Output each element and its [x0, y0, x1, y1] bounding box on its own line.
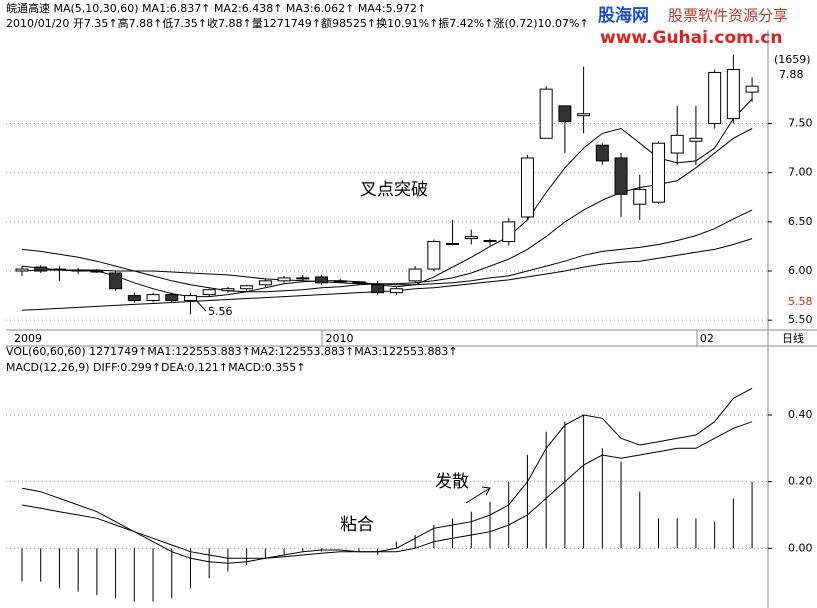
candle-body: [651, 142, 665, 203]
macd-line: [21, 387, 753, 564]
watermark-url: www.Guhai.com.cn: [600, 28, 783, 48]
y-tick-label: 7.00: [788, 166, 813, 179]
candle-body: [595, 144, 609, 162]
candle-body: [689, 137, 703, 142]
candle-body: [708, 71, 722, 125]
y-tick-label: 6.00: [788, 264, 813, 277]
candle-body: [296, 277, 310, 280]
candle-body: [315, 276, 329, 284]
candle-body: [577, 113, 591, 117]
candle-body: [333, 280, 347, 283]
candle-body: [614, 157, 628, 195]
candle-body: [446, 242, 460, 245]
candle-body: [15, 268, 29, 272]
ma-line: [21, 238, 753, 311]
arrow-head: [481, 486, 491, 496]
x-tick-label: 02: [700, 332, 714, 345]
vol-header: VOL(60,60,60) 1271749↑MA1:122553.883↑MA2…: [6, 345, 458, 358]
candle-body: [221, 288, 235, 292]
macd-header: MACD(12,26,9) DIFF:0.299↑DEA:0.121↑MACD:…: [6, 361, 306, 374]
header-quote: 2010/01/20 开7.35↑高7.88↑低7.35↑收7.88↑量1271…: [6, 16, 614, 30]
y-tick-label: 7.50: [788, 117, 813, 130]
candle-body: [539, 88, 553, 139]
watermark-bg: [590, 2, 817, 46]
candle-body: [109, 272, 123, 290]
candle-body: [352, 281, 366, 284]
candle-body: [277, 277, 291, 282]
candle-body: [464, 236, 478, 240]
candle-body: [71, 269, 85, 272]
candle-body: [558, 105, 572, 123]
candle-body: [670, 134, 684, 154]
candle-body: [502, 221, 516, 243]
y-tick-label: 0.00: [788, 541, 813, 554]
candle-body: [633, 188, 647, 205]
candle-body: [726, 68, 740, 120]
candle-body: [371, 284, 385, 294]
candle-body: [240, 285, 254, 290]
candle-body: [202, 289, 216, 296]
candle-body: [165, 294, 179, 302]
price-label: 7.88: [779, 68, 804, 81]
ma-line: [21, 209, 753, 286]
candle-body: [90, 270, 104, 273]
period-label: 日线: [782, 331, 804, 345]
candle-body: [389, 288, 403, 294]
x-tick-label: 2009: [14, 332, 42, 345]
annotation: 粘合: [340, 515, 374, 535]
x-tick-label: 2010: [326, 332, 354, 345]
watermark-site: 股海网: [598, 5, 649, 26]
candle-body: [408, 268, 422, 282]
annotation: 5.56: [208, 305, 233, 318]
price-label: (1659): [774, 53, 811, 66]
candle-body: [520, 157, 534, 218]
candle-body: [52, 268, 66, 271]
y-tick-label: 5.50: [788, 313, 813, 326]
candle-body: [183, 295, 197, 302]
candle-body: [146, 294, 160, 302]
y-tick-label: 0.20: [788, 475, 813, 488]
candle-body: [427, 241, 441, 270]
candle-body: [34, 266, 48, 272]
annotation: 发散: [435, 472, 469, 492]
ma-line: [21, 98, 753, 298]
annotation: 叉点突破: [360, 180, 428, 200]
candle-body: [483, 240, 497, 243]
candle-body: [258, 280, 272, 286]
price-label: 5.58: [788, 295, 813, 308]
macd-line: [21, 421, 753, 559]
y-tick-label: 6.50: [788, 215, 813, 228]
y-tick-label: 0.40: [788, 408, 813, 421]
candle-body: [127, 295, 141, 302]
candle-body: [745, 85, 759, 93]
watermark-slogan: 股票软件资源分享: [668, 7, 788, 25]
header-ma: 皖通高速 MA(5,10,30,60) MA1:6.837↑ MA2:6.438…: [6, 1, 426, 15]
arrow: [465, 487, 491, 504]
